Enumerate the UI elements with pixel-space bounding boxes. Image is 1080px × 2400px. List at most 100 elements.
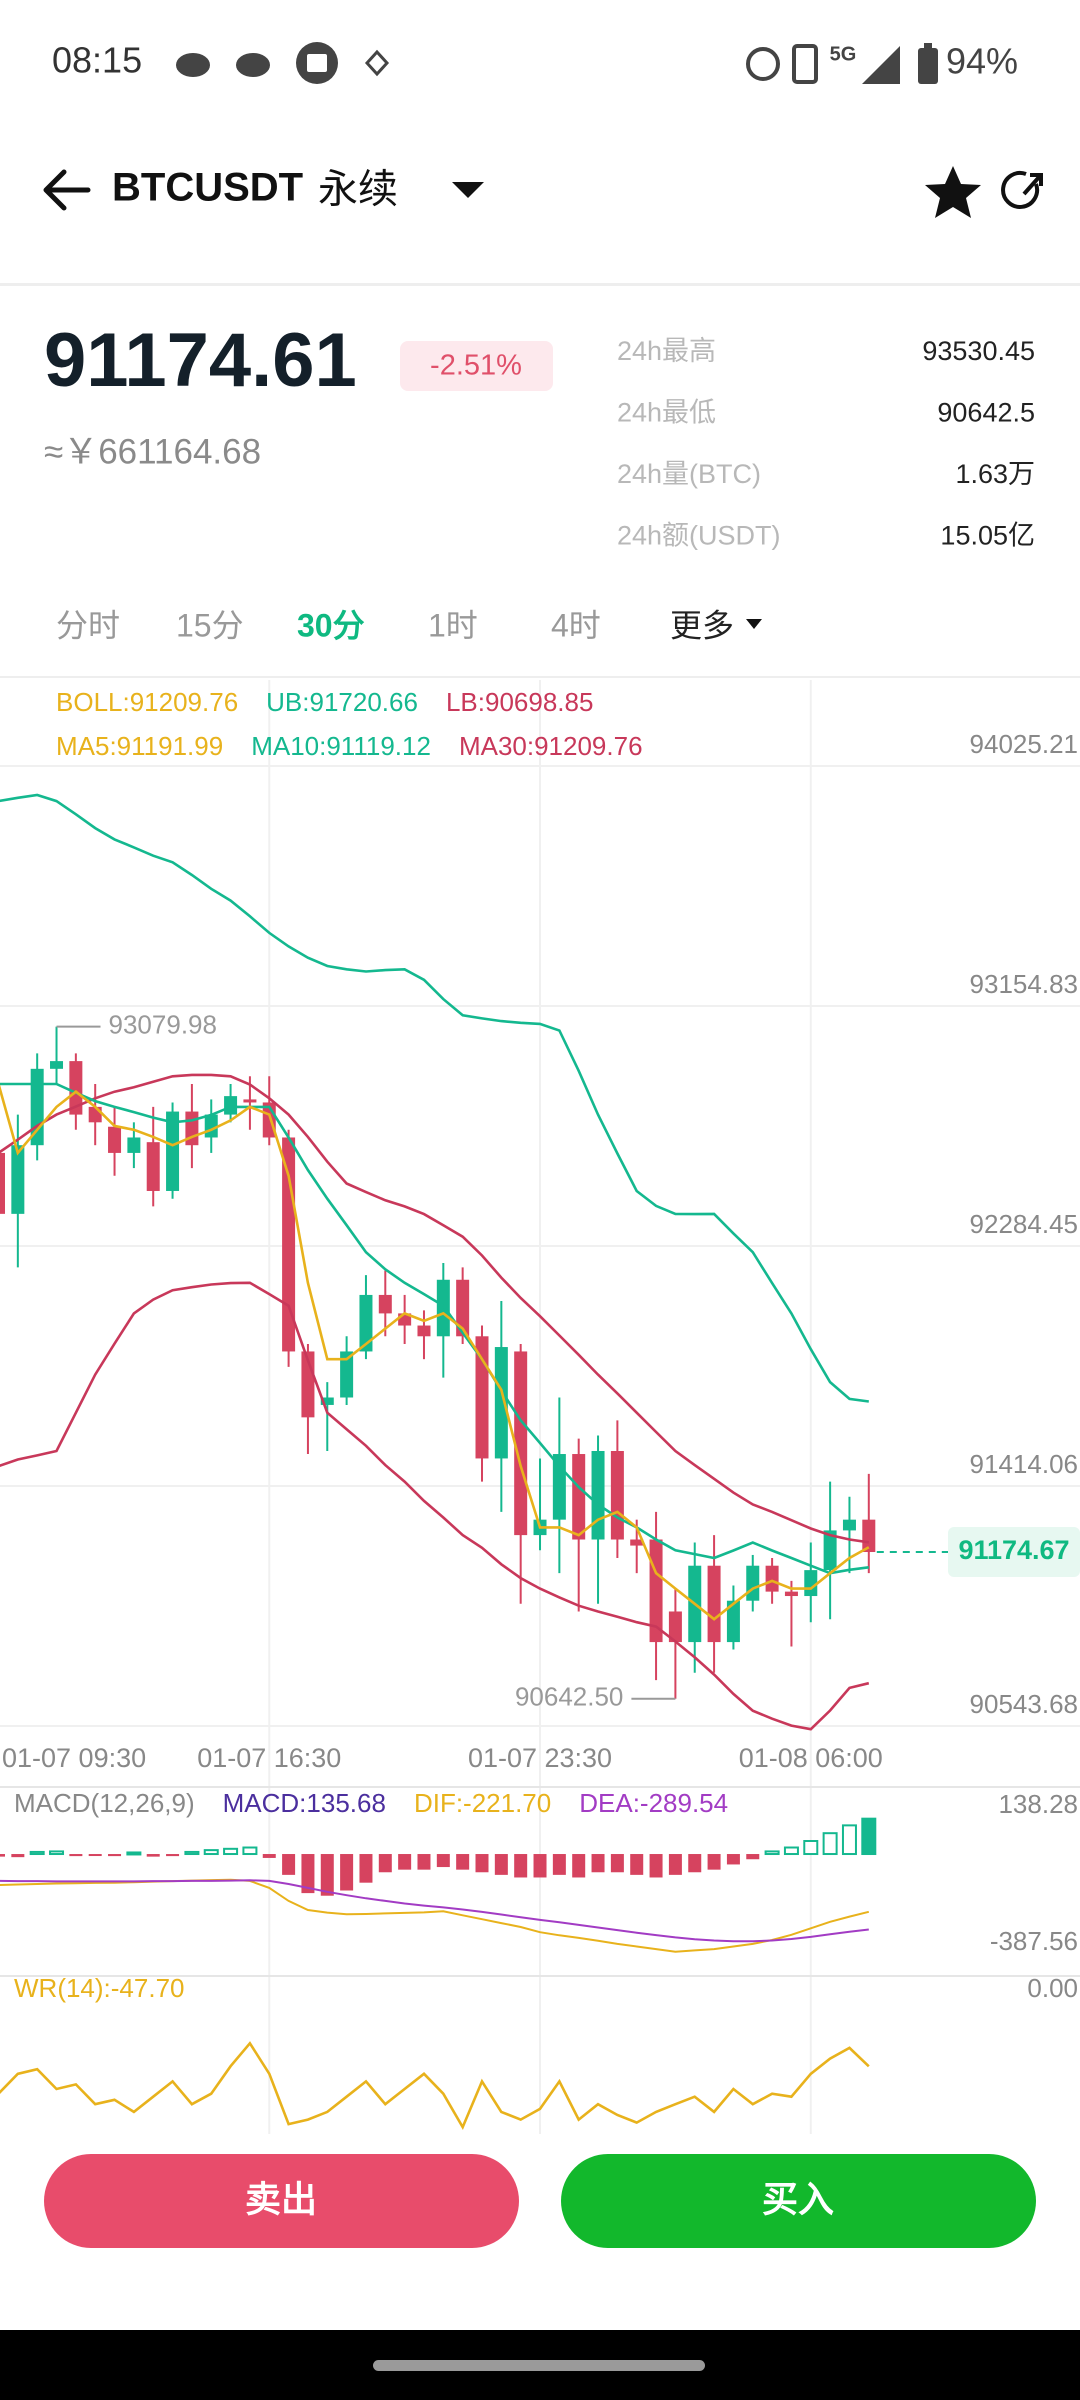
macd-bar <box>398 1854 412 1870</box>
macd-bar <box>436 1854 450 1868</box>
battery-icon <box>918 48 938 84</box>
candle-body <box>456 1279 470 1337</box>
macd-bar <box>475 1854 489 1873</box>
y-tick-label: 93154.83 <box>970 969 1078 999</box>
panel-divider <box>0 1786 1080 1788</box>
indicator-label: BOLL:91209.76 <box>56 687 238 717</box>
sim-icon <box>792 44 818 84</box>
candle-body <box>243 1099 257 1103</box>
macd-bar <box>49 1850 65 1856</box>
macd-bar <box>320 1854 334 1896</box>
macd-bar <box>456 1854 470 1870</box>
share-icon <box>1001 170 1040 209</box>
indicator-label: DIF:-221.70 <box>414 1788 551 1818</box>
indicator-label: MA30:91209.76 <box>459 731 643 761</box>
stat-label: 24h最低 <box>617 398 716 428</box>
interval-tab[interactable]: 更多 <box>670 607 734 643</box>
symbol[interactable]: BTCUSDT <box>112 166 303 210</box>
alarm-icon <box>746 47 780 81</box>
stats: 24h最高 93530.45 24h最低 90642.5 24h量(BTC) 1.63万 2… <box>617 336 1035 551</box>
divider <box>0 283 1080 286</box>
interval-tabs: 分时 15分 30分 1时 4时 更多 <box>56 607 734 643</box>
interval-tab[interactable]: 15分 <box>176 607 244 643</box>
macd-bar <box>88 1854 102 1857</box>
macd-bar <box>29 1850 45 1856</box>
candle-body <box>514 1351 528 1536</box>
macd-bar <box>783 1846 799 1856</box>
macd-bar <box>668 1854 682 1875</box>
macd-bar <box>841 1824 857 1856</box>
symbol-dropdown[interactable] <box>452 182 484 198</box>
more-dropdown[interactable] <box>746 619 762 629</box>
candle-body <box>823 1530 837 1571</box>
stat-value: 15.05亿 <box>940 521 1035 551</box>
candle-body <box>378 1294 392 1314</box>
candle-body <box>11 1145 25 1214</box>
indicator-line <box>0 793 869 1403</box>
macd-bar <box>764 1850 780 1856</box>
macd-bar <box>861 1817 877 1856</box>
indicator-label: MA10:91119.12 <box>251 731 431 761</box>
battery-cap <box>924 43 932 49</box>
macd-bar <box>822 1832 838 1856</box>
interval-tab[interactable]: 分时 <box>56 607 120 643</box>
macd-bar <box>166 1854 180 1857</box>
contract-type[interactable]: 永续 <box>318 168 398 212</box>
candle-body <box>88 1106 102 1123</box>
divider <box>0 676 1080 678</box>
macd-bar <box>126 1851 142 1856</box>
macd-bar <box>803 1840 819 1856</box>
sell-button[interactable]: 卖出 <box>44 2154 519 2248</box>
last-price-tag <box>948 1527 1080 1578</box>
macd-bar <box>572 1854 586 1878</box>
macd-bar <box>340 1854 354 1891</box>
candle-body <box>707 1565 721 1643</box>
buy-button[interactable]: 买入 <box>561 2154 1036 2248</box>
y-tick-label: 90543.68 <box>970 1689 1078 1719</box>
macd-bar <box>184 1850 200 1856</box>
app-icon <box>364 49 390 77</box>
favorite-star[interactable] <box>925 166 981 218</box>
macd-bar <box>707 1854 721 1870</box>
macd-bar <box>533 1854 547 1878</box>
indicator-label: MACD:135.68 <box>223 1788 386 1818</box>
candle-body <box>146 1142 160 1191</box>
macd-bar <box>514 1854 528 1878</box>
macd-bar <box>494 1854 508 1875</box>
y-tick-label: 138.28 <box>998 1789 1078 1819</box>
network-label: 5G <box>830 43 857 65</box>
candle-body <box>0 1152 5 1214</box>
indicator-label: MA5:91191.99 <box>56 731 223 761</box>
buy-label: 买入 <box>762 2179 834 2220</box>
interval-tab[interactable]: 30分 <box>297 607 365 643</box>
home-indicator[interactable] <box>373 2360 705 2371</box>
macd-bar <box>746 1854 760 1860</box>
indicator-line <box>0 1281 870 1731</box>
candle-body <box>108 1126 122 1153</box>
candle-body <box>50 1061 64 1069</box>
candle-body <box>668 1611 682 1643</box>
candle-body <box>204 1114 218 1138</box>
x-tick-label: 01-07 23:30 <box>468 1743 612 1773</box>
min-marker-label: 90642.50 <box>515 1682 623 1712</box>
candle-body <box>166 1111 180 1191</box>
interval-tab[interactable]: 1时 <box>428 607 478 643</box>
macd-bar <box>242 1846 258 1856</box>
candle-body <box>765 1565 779 1592</box>
sell-label: 卖出 <box>245 2179 317 2220</box>
macd-bar <box>649 1854 663 1878</box>
macd-bar <box>11 1854 25 1858</box>
stat-value: 90642.5 <box>937 398 1035 428</box>
y-tick-label: 92284.45 <box>970 1209 1078 1239</box>
stat-value: 1.63万 <box>955 459 1035 489</box>
interval-tab[interactable]: 4时 <box>551 607 601 643</box>
share-button[interactable] <box>1001 170 1043 209</box>
back-button[interactable] <box>43 169 91 211</box>
candle-body <box>591 1450 605 1540</box>
wr-line <box>0 2041 870 2131</box>
share-icon <box>1022 173 1043 196</box>
buy-button-bg <box>561 2154 1036 2248</box>
macd-bar <box>301 1854 315 1894</box>
